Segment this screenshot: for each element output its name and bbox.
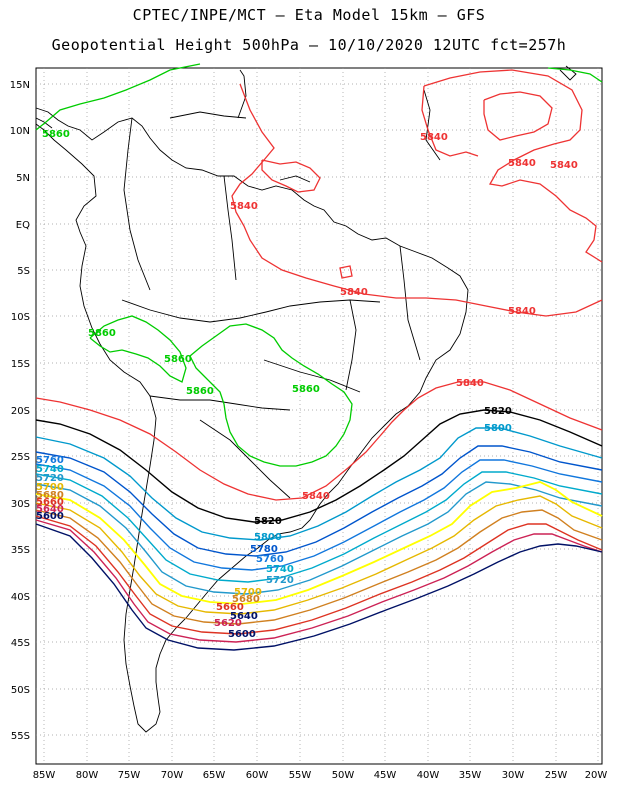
- contour-label-left: 5760: [36, 455, 64, 466]
- contour-label-5780: 5780: [250, 544, 278, 555]
- lat-label: 45S: [11, 638, 30, 649]
- lon-label: 35W: [459, 770, 482, 781]
- lon-label: 50W: [332, 770, 355, 781]
- lon-label: 60W: [246, 770, 269, 781]
- lon-label: 30W: [502, 770, 525, 781]
- lon-label: 80W: [76, 770, 99, 781]
- lat-label: 5S: [17, 266, 30, 277]
- lat-label: 50S: [11, 685, 30, 696]
- map-frame: [35, 67, 603, 765]
- contour-label-5740: 5740: [266, 564, 294, 575]
- lat-label: 25S: [11, 452, 30, 463]
- lat-label: 15S: [11, 359, 30, 370]
- title-line-1: CPTEC/INPE/MCT – Eta Model 15km – GFS: [132, 6, 486, 24]
- contour-label-left: 5720: [36, 473, 64, 484]
- contour-label-5840: 5840: [508, 158, 536, 169]
- lon-label: 20W: [585, 770, 608, 781]
- lat-label: 5N: [16, 173, 30, 184]
- contour-label-5620: 5620: [214, 618, 242, 629]
- lon-label: 85W: [33, 770, 56, 781]
- contour-label-left: 5700: [36, 482, 64, 493]
- contour-label-left: 5640: [36, 504, 64, 515]
- contour-label-5860: 5860: [42, 129, 70, 140]
- contour-labels: 5860 5860 5860 5860 5860 5840 5840 5840 …: [36, 129, 578, 640]
- contour-5860: [35, 63, 603, 467]
- contour-label-5860: 5860: [186, 386, 214, 397]
- contour-5840: [35, 69, 603, 501]
- contour-label-5860: 5860: [292, 384, 320, 395]
- contour-label-left: 5740: [36, 464, 64, 475]
- contour-label-5860: 5860: [164, 354, 192, 365]
- lon-label: 40W: [417, 770, 440, 781]
- contour-label-5820: 5820: [484, 406, 512, 417]
- contour-label-left: 5680: [36, 490, 64, 501]
- contour-label-5700: 5700: [234, 587, 262, 598]
- contour-5820: [35, 409, 603, 523]
- contour-label-5840: 5840: [340, 287, 368, 298]
- southern-contours: [35, 427, 603, 651]
- contour-label-5840: 5840: [508, 306, 536, 317]
- contour-label-5840: 5840: [302, 491, 330, 502]
- grid-lines: [36, 68, 602, 764]
- lon-label: 75W: [118, 770, 141, 781]
- lon-label: 70W: [161, 770, 184, 781]
- lon-label: 65W: [203, 770, 226, 781]
- contour-label-5600: 5600: [228, 629, 256, 640]
- lat-label: 10N: [10, 126, 30, 137]
- lat-label: 35S: [11, 545, 30, 556]
- lat-label: EQ: [16, 220, 30, 231]
- title-line-2: Geopotential Height 500hPa – 10/10/2020 …: [51, 36, 567, 54]
- contour-label-5760: 5760: [256, 554, 284, 565]
- contour-label-5680: 5680: [232, 594, 260, 605]
- contour-label-5800: 5800: [484, 423, 512, 434]
- contour-label-5640: 5640: [230, 611, 258, 622]
- lat-label: 20S: [11, 406, 30, 417]
- contour-label-5860: 5860: [88, 328, 116, 339]
- lat-label: 40S: [11, 592, 30, 603]
- contour-label-5800: 5800: [254, 532, 282, 543]
- latitude-labels: 15N 10N 5N EQ 5S 10S 15S 20S 25S 30S 35S…: [10, 80, 30, 742]
- contour-label-5660: 5660: [216, 602, 244, 613]
- contour-label-left: 5600: [36, 511, 64, 522]
- lon-label: 45W: [374, 770, 397, 781]
- lat-label: 15N: [10, 80, 30, 91]
- lon-label: 25W: [545, 770, 568, 781]
- lat-label: 55S: [11, 731, 30, 742]
- lon-label: 55W: [289, 770, 312, 781]
- lat-label: 10S: [11, 312, 30, 323]
- contour-label-5720: 5720: [266, 575, 294, 586]
- contour-label-5820: 5820: [254, 516, 282, 527]
- contour-label-5840: 5840: [230, 201, 258, 212]
- contour-label-5840: 5840: [420, 132, 448, 143]
- contour-label-5840: 5840: [550, 160, 578, 171]
- lat-label: 30S: [11, 499, 30, 510]
- contour-label-left: 5660: [36, 497, 64, 508]
- longitude-labels: 85W 80W 75W 70W 65W 60W 55W 50W 45W 40W …: [33, 770, 608, 781]
- contour-label-5840: 5840: [456, 378, 484, 389]
